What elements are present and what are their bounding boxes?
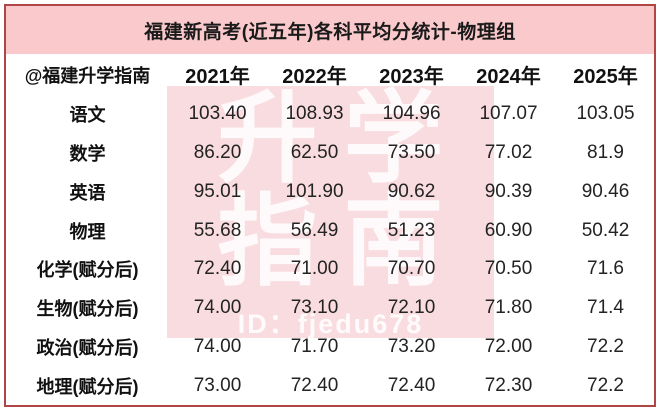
year-header-5: 2025年	[573, 66, 638, 88]
row-subject: 语文	[69, 105, 106, 126]
row-subject: 化学(赋分后)	[36, 260, 139, 281]
title-bar: 福建新高考(近五年)各科平均分统计-物理组	[6, 6, 654, 54]
score-cell: 70.70	[387, 258, 436, 280]
score-cell: 81.9	[587, 142, 624, 164]
score-cell: 72.30	[484, 374, 533, 396]
score-cell: 72.40	[193, 258, 242, 280]
score-cell: 71.80	[484, 297, 533, 319]
score-cell: 51.23	[387, 219, 436, 241]
score-cell: 74.00	[193, 335, 242, 357]
score-cell: 56.49	[290, 219, 339, 241]
score-cell: 72.2	[587, 374, 624, 396]
score-cell: 72.40	[290, 374, 339, 396]
watermark-text-line1: 升学	[217, 86, 470, 195]
row-subject: 生物(赋分后)	[36, 299, 139, 320]
corner-label: @福建升学指南	[24, 65, 151, 86]
year-header-4: 2024年	[476, 66, 541, 88]
score-cell: 72.2	[587, 335, 624, 357]
table-body: 升学 指南 ID：fjedu678 @福建升学指南 2021年 2022年 2023年…	[6, 54, 654, 405]
score-cell: 55.68	[193, 219, 242, 241]
year-header-1: 2021年	[185, 66, 250, 88]
watermark-text-line2: 指南	[217, 186, 470, 298]
score-cell: 73.20	[387, 335, 436, 357]
score-cell: 90.46	[581, 180, 630, 202]
score-cell: 86.20	[193, 142, 242, 164]
score-cell: 72.40	[387, 374, 436, 396]
table-frame: 福建新高考(近五年)各科平均分统计-物理组 升学 指南 ID：fjedu678 …	[4, 4, 656, 407]
row-subject: 物理	[69, 221, 106, 242]
row-subject: 数学	[69, 144, 106, 165]
row-subject: 英语	[69, 182, 106, 203]
score-cell: 60.90	[484, 219, 533, 241]
watermark-id: ID：fjedu678	[237, 309, 424, 338]
score-cell: 90.39	[484, 180, 533, 202]
score-cell: 72.10	[387, 297, 436, 319]
score-cell: 77.02	[484, 142, 533, 164]
score-cell: 73.00	[193, 374, 242, 396]
score-cell: 71.4	[587, 297, 624, 319]
score-cell: 103.40	[188, 103, 247, 125]
score-cell: 103.05	[576, 103, 635, 125]
score-cell: 104.96	[382, 103, 441, 125]
score-cell: 95.01	[193, 180, 242, 202]
score-cell: 107.07	[479, 103, 538, 125]
row-subject: 政治(赋分后)	[36, 337, 139, 358]
year-header-3: 2023年	[379, 66, 444, 88]
page-title: 福建新高考(近五年)各科平均分统计-物理组	[144, 21, 516, 43]
score-cell: 108.93	[285, 103, 344, 125]
score-cell: 71.70	[290, 335, 339, 357]
score-cell: 62.50	[290, 142, 339, 164]
year-header-2: 2022年	[282, 66, 347, 88]
score-cell: 101.90	[285, 180, 344, 202]
score-cell: 90.62	[387, 180, 436, 202]
score-cell: 74.00	[193, 297, 242, 319]
score-cell: 50.42	[581, 219, 630, 241]
score-cell: 71.00	[290, 258, 339, 280]
watermark: 升学 指南 ID：fjedu678	[167, 86, 494, 338]
score-cell: 73.50	[387, 142, 436, 164]
score-cell: 73.10	[290, 297, 339, 319]
score-table: @福建升学指南 2021年 2022年 2023年 2024年 2025年语文 103.40…	[6, 54, 654, 405]
row-subject: 地理(赋分后)	[36, 376, 139, 397]
score-cell: 71.6	[587, 258, 624, 280]
score-cell: 70.50	[484, 258, 533, 280]
score-cell: 72.00	[484, 335, 533, 357]
